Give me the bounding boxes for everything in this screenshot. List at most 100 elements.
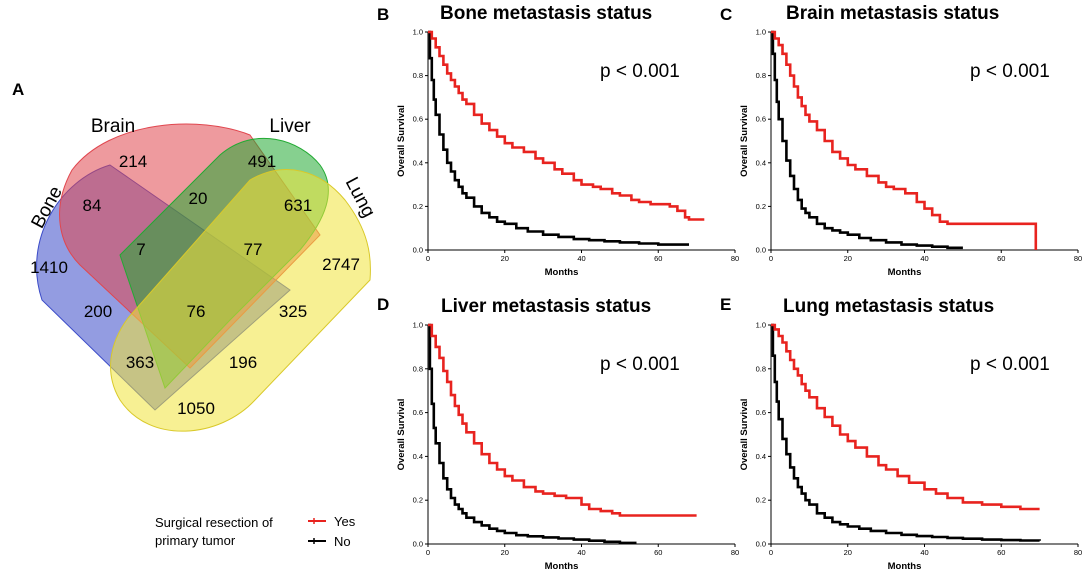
legend-title-line1: Surgical resection of	[155, 515, 273, 530]
venn-count-brain-only: 214	[119, 152, 147, 171]
y-axis-label-c: Overall Survival	[739, 105, 750, 177]
x-tick-label-e: 40	[920, 548, 928, 557]
survival-curve-no-e	[771, 323, 1041, 542]
survival-curve-yes-c	[771, 30, 1038, 250]
x-tick-label-d: 0	[426, 548, 430, 557]
y-tick-label-c: 0.8	[756, 71, 766, 80]
venn-count-bone-liver: 200	[84, 302, 112, 321]
venn-count-bone-liver-lung: 363	[126, 353, 154, 372]
legend-label-yes: Yes	[334, 514, 356, 529]
panel-label-e: E	[720, 295, 731, 314]
y-tick-label-c: 0.0	[756, 246, 766, 255]
x-tick-label-d: 40	[577, 548, 585, 557]
p-value-e: p < 0.001	[970, 354, 1050, 375]
venn-count-all-four: 76	[187, 302, 206, 321]
y-tick-label-c: 0.6	[756, 115, 766, 124]
x-axis-label-c: Months	[888, 267, 922, 278]
venn-count-brain-lung: 325	[279, 302, 307, 321]
x-axis-label-b: Months	[545, 267, 579, 278]
venn-diagram: A Bone Brain Liver Lung 1410 214 491 274…	[12, 80, 379, 432]
venn-count-brain-liver-lung: 77	[244, 240, 263, 259]
y-tick-label-c: 0.2	[756, 202, 766, 211]
x-tick-label-c: 0	[769, 254, 773, 263]
y-tick-label-e: 1.0	[756, 321, 766, 330]
legend: Surgical resection of primary tumor Yes …	[155, 514, 356, 549]
x-tick-label-b: 40	[577, 254, 585, 263]
x-tick-label-c: 80	[1074, 254, 1082, 263]
panel-label-b: B	[377, 5, 389, 24]
x-tick-label-e: 60	[997, 548, 1005, 557]
venn-count-liver-lung: 631	[284, 196, 312, 215]
y-tick-label-b: 0.0	[413, 246, 423, 255]
venn-count-brain-liver: 20	[189, 189, 208, 208]
y-tick-label-b: 0.6	[413, 115, 423, 124]
y-tick-label-e: 0.8	[756, 364, 766, 373]
x-axis-label-e: Months	[888, 561, 922, 572]
y-tick-label-d: 0.4	[413, 452, 423, 461]
y-tick-label-b: 0.8	[413, 71, 423, 80]
venn-count-bone-lung: 1050	[177, 399, 215, 418]
x-axis-label-d: Months	[545, 561, 579, 572]
venn-label-brain: Brain	[91, 116, 135, 137]
x-tick-label-d: 60	[654, 548, 662, 557]
y-tick-label-d: 0.0	[413, 540, 423, 549]
venn-count-bone-brain-lung: 196	[229, 353, 257, 372]
y-tick-label-c: 0.4	[756, 158, 766, 167]
x-tick-label-b: 80	[731, 254, 739, 263]
x-tick-label-c: 20	[844, 254, 852, 263]
legend-label-no: No	[334, 534, 351, 549]
y-tick-label-e: 0.4	[756, 452, 766, 461]
survival-curve-no-c	[771, 30, 963, 250]
x-tick-label-b: 60	[654, 254, 662, 263]
p-value-d: p < 0.001	[600, 354, 680, 375]
y-tick-label-b: 0.2	[413, 202, 423, 211]
km-panel-d: D Liver metastasis status p < 0.001 0.0 0.2…	[377, 295, 739, 572]
y-axis-label-d: Overall Survival	[396, 399, 407, 471]
y-tick-label-e: 0.0	[756, 540, 766, 549]
venn-count-bone-only: 1410	[30, 258, 68, 277]
x-tick-label-d: 20	[501, 548, 509, 557]
x-tick-label-b: 0	[426, 254, 430, 263]
survival-curve-yes-b	[428, 30, 705, 221]
y-tick-label-e: 0.6	[756, 408, 766, 417]
x-tick-label-e: 80	[1074, 548, 1082, 557]
y-tick-label-d: 0.6	[413, 408, 423, 417]
venn-count-lung-only: 2747	[322, 255, 360, 274]
x-tick-label-b: 20	[501, 254, 509, 263]
venn-count-bone-brain: 84	[83, 196, 102, 215]
x-tick-label-c: 40	[920, 254, 928, 263]
y-tick-label-d: 0.2	[413, 496, 423, 505]
p-value-b: p < 0.001	[600, 61, 680, 82]
panel-label-d: D	[377, 295, 389, 314]
venn-count-liver-only: 491	[248, 152, 276, 171]
y-axis-label-b: Overall Survival	[396, 105, 407, 177]
survival-curve-yes-d	[428, 323, 697, 517]
survival-curve-no-d	[428, 323, 637, 545]
y-tick-label-b: 1.0	[413, 28, 423, 37]
survival-curve-yes-e	[771, 323, 1040, 511]
y-tick-label-e: 0.2	[756, 496, 766, 505]
km-panel-b: B Bone metastasis status p < 0.001 0.0 0.2 0…	[377, 3, 739, 278]
y-tick-label-c: 1.0	[756, 28, 766, 37]
x-tick-label-d: 80	[731, 548, 739, 557]
venn-label-liver: Liver	[269, 116, 311, 137]
chart-title-b: Bone metastasis status	[440, 3, 652, 24]
survival-curve-no-b	[428, 30, 689, 246]
km-panel-c: C Brain metastasis status p < 0.001 0.0 0.2…	[720, 3, 1082, 278]
y-tick-label-d: 0.8	[413, 364, 423, 373]
panel-label-c: C	[720, 5, 732, 24]
p-value-c: p < 0.001	[970, 61, 1050, 82]
y-tick-label-b: 0.4	[413, 158, 423, 167]
legend-title-line2: primary tumor	[155, 533, 236, 548]
panel-label-a: A	[12, 80, 24, 99]
x-tick-label-e: 20	[844, 548, 852, 557]
x-tick-label-e: 0	[769, 548, 773, 557]
x-tick-label-c: 60	[997, 254, 1005, 263]
chart-title-c: Brain metastasis status	[786, 3, 999, 24]
chart-title-e: Lung metastasis status	[783, 296, 994, 317]
venn-count-bone-brain-liver: 7	[136, 240, 145, 259]
y-axis-label-e: Overall Survival	[739, 399, 750, 471]
chart-title-d: Liver metastasis status	[441, 296, 651, 317]
km-panel-e: E Lung metastasis status p < 0.001 0.0 0.2 0…	[720, 295, 1082, 572]
